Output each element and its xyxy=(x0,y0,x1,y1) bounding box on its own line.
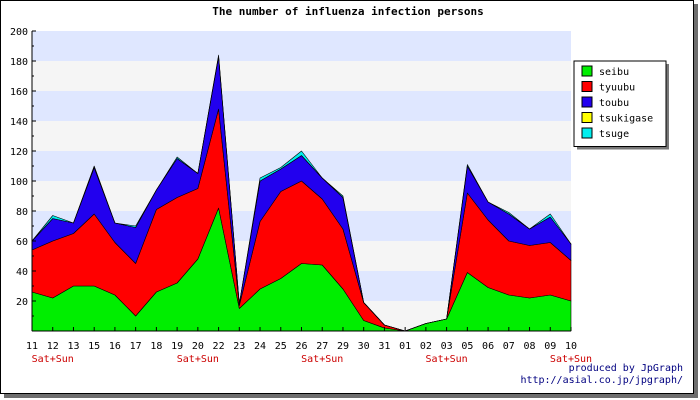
x-tick-label: 22 xyxy=(213,341,225,352)
grid-band xyxy=(32,121,571,151)
grid-band xyxy=(32,31,571,61)
x-tick-label: 29 xyxy=(337,341,349,352)
y-tick-label: 180 xyxy=(10,57,28,68)
weekend-label: Sat+Sun xyxy=(301,354,343,365)
legend-swatch-tsukigase xyxy=(581,112,593,123)
y-tick-label: 200 xyxy=(10,27,28,38)
weekend-label: Sat+Sun xyxy=(32,354,74,365)
y-tick-label: 80 xyxy=(16,207,28,218)
weekend-label: Sat+Sun xyxy=(426,354,468,365)
grid-band xyxy=(32,61,571,91)
legend-label-tyuubu: tyuubu xyxy=(599,83,635,94)
x-tick-label: 26 xyxy=(295,341,307,352)
x-tick-label: 09 xyxy=(544,341,556,352)
x-tick-label: 18 xyxy=(150,341,162,352)
x-tick-label: 15 xyxy=(88,341,100,352)
grid-band xyxy=(32,91,571,121)
y-tick-label: 60 xyxy=(16,237,28,248)
y-tick-label: 160 xyxy=(10,87,28,98)
credit: produced by JpGraph http://asial.co.jp/j… xyxy=(520,363,683,387)
x-tick-label: 01 xyxy=(399,341,411,352)
y-tick-label: 20 xyxy=(16,297,28,308)
x-tick-label: 03 xyxy=(441,341,453,352)
y-tick-label: 100 xyxy=(10,177,28,188)
x-tick-label: 20 xyxy=(192,341,204,352)
series-area-tsuge xyxy=(31,54,572,332)
x-tick-label: 19 xyxy=(171,341,183,352)
credit-line-2[interactable]: http://asial.co.jp/jpgraph/ xyxy=(520,375,683,386)
chart-frame: The number of influenza infection person… xyxy=(0,0,694,394)
legend-swatch-seibu xyxy=(581,65,593,77)
x-tick-label: 02 xyxy=(420,341,432,352)
legend-swatch-tsuge xyxy=(581,127,593,139)
credit-line-1: produced by JpGraph xyxy=(568,363,683,374)
x-tick-label: 31 xyxy=(378,341,390,352)
weekend-label: Sat+Sun xyxy=(550,354,592,365)
legend-label-tsuge: tsuge xyxy=(599,129,629,140)
x-tick-label: 17 xyxy=(130,341,142,352)
x-tick-label: 27 xyxy=(316,341,328,352)
x-tick-label: 23 xyxy=(233,341,245,352)
x-tick-label: 06 xyxy=(482,341,494,352)
y-tick-label: 140 xyxy=(10,117,28,128)
chart-title: The number of influenza infection person… xyxy=(212,5,484,18)
x-tick-label: 07 xyxy=(503,341,515,352)
y-tick-label: 120 xyxy=(10,147,28,158)
legend-label-seibu: seibu xyxy=(599,67,629,78)
x-tick-label: 10 xyxy=(565,341,577,352)
legend-swatch-tyuubu xyxy=(581,81,593,92)
x-tick-label: 12 xyxy=(47,341,59,352)
x-tick-label: 13 xyxy=(67,341,79,352)
x-tick-label: 11 xyxy=(26,341,38,352)
legend-label-tsukigase: tsukigase xyxy=(599,114,653,125)
legend: seibu tyuubu toubu tsukigase tsuge xyxy=(573,60,667,147)
x-tick-label: 05 xyxy=(461,341,473,352)
legend-label-toubu: toubu xyxy=(599,98,629,109)
y-tick-label: 40 xyxy=(16,267,28,278)
x-tick-label: 16 xyxy=(109,341,121,352)
x-tick-label: 25 xyxy=(275,341,287,352)
legend-swatch-toubu xyxy=(581,96,593,108)
weekend-label: Sat+Sun xyxy=(177,354,219,365)
x-tick-label: 30 xyxy=(358,341,370,352)
x-tick-label: 24 xyxy=(254,341,266,352)
x-tick-label: 08 xyxy=(524,341,536,352)
